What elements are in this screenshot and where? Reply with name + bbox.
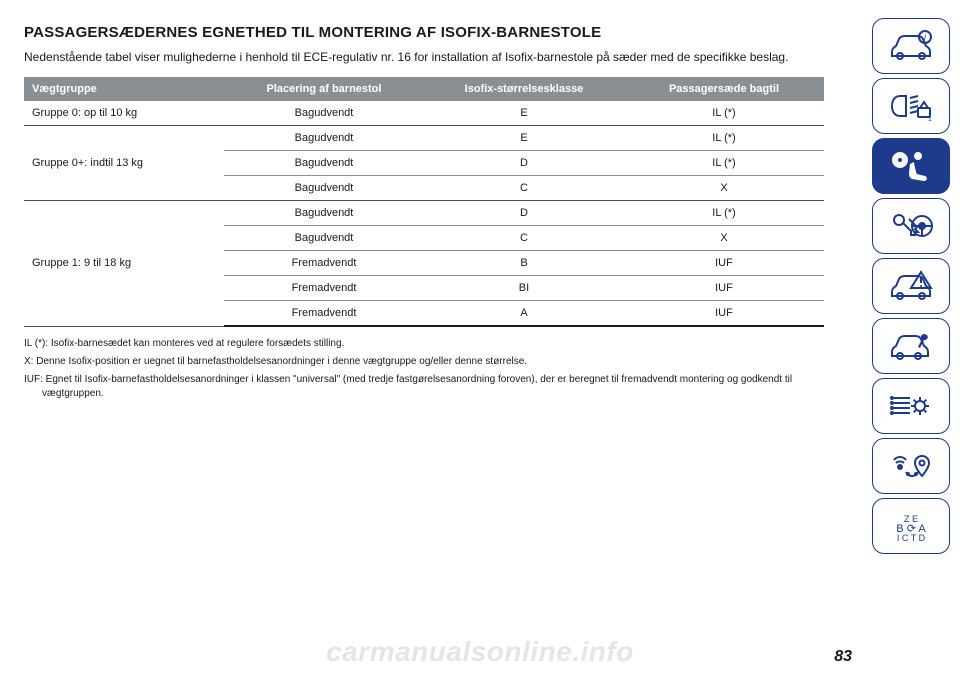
group-cell: Gruppe 0+: indtil 13 kg bbox=[24, 126, 224, 201]
watermark-text: carmanualsonline.info bbox=[326, 636, 634, 668]
table-header-cell: Passagersæde bagtil bbox=[624, 77, 824, 101]
settings-list-icon[interactable] bbox=[872, 378, 950, 434]
svg-text:I C T D: I C T D bbox=[897, 533, 926, 543]
table-header-cell: Vægtgruppe bbox=[24, 77, 224, 101]
table-cell: E bbox=[424, 101, 624, 126]
table-header-cell: Isofix-størrelsesklasse bbox=[424, 77, 624, 101]
table-row: Gruppe 0+: indtil 13 kgBagudvendtEIL (*) bbox=[24, 126, 824, 151]
note-line: X: Denne Isofix-position er uegnet til b… bbox=[24, 355, 824, 369]
airbag-seat-icon[interactable] bbox=[872, 138, 950, 194]
table-cell: E bbox=[424, 126, 624, 151]
table-cell: IL (*) bbox=[624, 126, 824, 151]
table-cell: BI bbox=[424, 276, 624, 301]
table-cell: Bagudvendt bbox=[224, 101, 424, 126]
car-info-icon[interactable]: i bbox=[872, 18, 950, 74]
table-row: Gruppe 1: 9 til 18 kgBagudvendtDIL (*) bbox=[24, 201, 824, 226]
section-sidebar: i 1 Z EB ⟳ AI C T D bbox=[872, 18, 950, 554]
table-header-cell: Placering af barnestol bbox=[224, 77, 424, 101]
alphabet-index-icon[interactable]: Z EB ⟳ AI C T D bbox=[872, 498, 950, 554]
table-cell: X bbox=[624, 176, 824, 201]
page-title: PASSAGERSÆDERNES EGNETHED TIL MONTERING … bbox=[24, 24, 824, 41]
media-location-icon[interactable] bbox=[872, 438, 950, 494]
car-service-icon[interactable] bbox=[872, 318, 950, 374]
intro-text: Nedenstående tabel viser mulighederne i … bbox=[24, 49, 824, 65]
group-cell: Gruppe 1: 9 til 18 kg bbox=[24, 201, 224, 327]
table-cell: Bagudvendt bbox=[224, 176, 424, 201]
table-cell: Bagudvendt bbox=[224, 201, 424, 226]
isofix-table: VægtgruppePlacering af barnestolIsofix-s… bbox=[24, 77, 824, 327]
table-cell: Bagudvendt bbox=[224, 151, 424, 176]
table-cell: D bbox=[424, 201, 624, 226]
table-cell: A bbox=[424, 301, 624, 327]
lights-icon[interactable]: 1 bbox=[872, 78, 950, 134]
table-cell: IUF bbox=[624, 251, 824, 276]
table-cell: Bagudvendt bbox=[224, 226, 424, 251]
table-header-row: VægtgruppePlacering af barnestolIsofix-s… bbox=[24, 77, 824, 101]
table-cell: Bagudvendt bbox=[224, 126, 424, 151]
table-cell: D bbox=[424, 151, 624, 176]
page-number: 83 bbox=[834, 648, 852, 666]
table-cell: IUF bbox=[624, 276, 824, 301]
svg-text:i: i bbox=[924, 32, 927, 42]
svg-text:1: 1 bbox=[928, 116, 932, 123]
car-warning-icon[interactable] bbox=[872, 258, 950, 314]
table-cell: IL (*) bbox=[624, 201, 824, 226]
table-cell: C bbox=[424, 226, 624, 251]
table-cell: C bbox=[424, 176, 624, 201]
note-line: IL (*): Isofix-barnesædet kan monteres v… bbox=[24, 337, 824, 351]
key-steering-icon[interactable] bbox=[872, 198, 950, 254]
table-notes: IL (*): Isofix-barnesædet kan monteres v… bbox=[24, 337, 824, 401]
table-cell: X bbox=[624, 226, 824, 251]
table-cell: IL (*) bbox=[624, 151, 824, 176]
table-row: Gruppe 0: op til 10 kgBagudvendtEIL (*) bbox=[24, 101, 824, 126]
group-cell: Gruppe 0: op til 10 kg bbox=[24, 101, 224, 126]
table-cell: Fremadvendt bbox=[224, 276, 424, 301]
table-cell: IL (*) bbox=[624, 101, 824, 126]
note-line: IUF: Egnet til Isofix-barnefastholdelses… bbox=[24, 373, 824, 401]
table-cell: Fremadvendt bbox=[224, 251, 424, 276]
table-cell: B bbox=[424, 251, 624, 276]
table-cell: Fremadvendt bbox=[224, 301, 424, 327]
table-cell: IUF bbox=[624, 301, 824, 327]
